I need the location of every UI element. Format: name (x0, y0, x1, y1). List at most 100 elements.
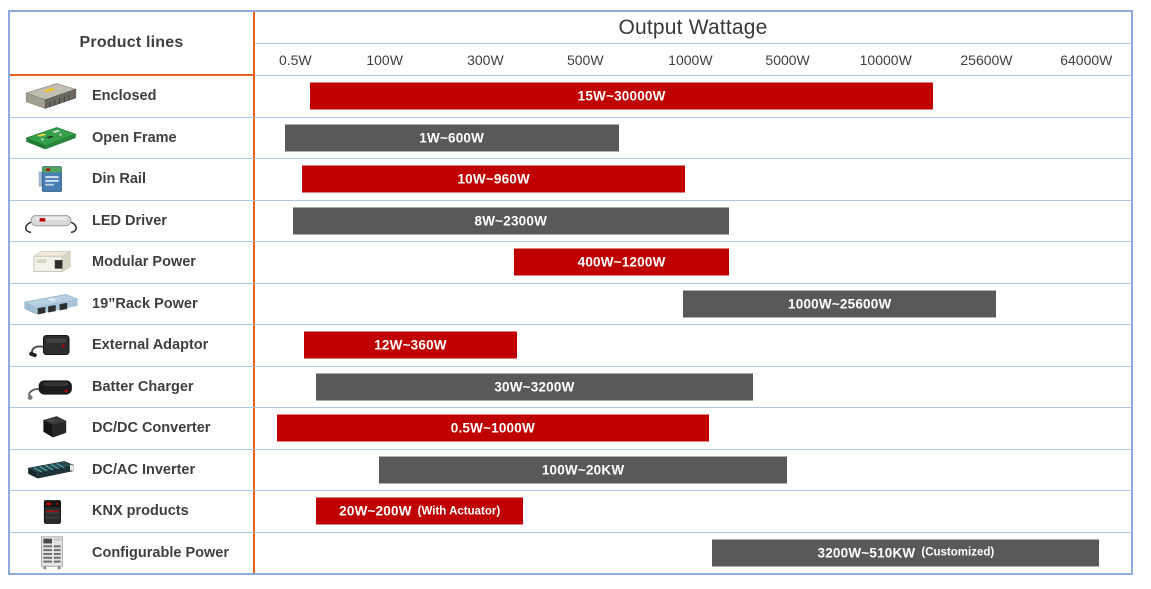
modular-psu-icon (10, 243, 92, 281)
knx-product-icon (10, 492, 92, 530)
product-label: External Adaptor (92, 337, 209, 354)
product-lines-header-cell: Product lines (10, 12, 255, 76)
wattage-range-label: 400W~1200W (577, 254, 666, 270)
wattage-range-label: 1000W~25600W (788, 296, 892, 312)
output-wattage-table: Product lines Output Wattage 0.5W 100W 300… (8, 10, 1133, 575)
bar-cell: 15W~30000W (255, 76, 1131, 117)
wattage-range-bar: 0.5W~1000W (276, 414, 709, 442)
axis-tick-label: 64000W (1060, 51, 1113, 68)
wattage-range-bar: 400W~1200W (514, 248, 729, 276)
table-row: Batter Charger 30W~3200W (10, 366, 1131, 408)
axis-tick-label: 500W (566, 51, 604, 68)
product-label: DC/DC Converter (92, 420, 211, 437)
table-row: LED Driver 8W~2300W (10, 200, 1131, 242)
wattage-range-label: 100W~20KW (541, 462, 625, 478)
product-cell: KNX products (10, 491, 255, 532)
axis-tick-label: 300W (467, 51, 504, 68)
wattage-range-note: (With Actuator) (417, 505, 501, 518)
table-rows: Enclosed 15W~30000W Open Frame 1W~600W Din R… (10, 76, 1131, 573)
table-row: Din Rail 10W~960W (10, 159, 1131, 201)
battery-charger-icon (10, 368, 92, 406)
configurable-psu-icon (10, 533, 92, 573)
bar-cell: 12W~360W (255, 325, 1131, 366)
axis-tick-label: 10000W (859, 51, 912, 68)
axis-tick-label: 5000W (765, 51, 810, 68)
product-cell: Modular Power (10, 242, 255, 283)
product-cell: 19”Rack Power (10, 283, 255, 324)
product-label: 19”Rack Power (92, 295, 198, 312)
axis-tick-row: 0.5W 100W 300W 500W 1000W 5000W 10000W 25600W 64… (255, 44, 1131, 75)
wattage-range-bar: 1W~600W (284, 124, 619, 152)
open-frame-psu-icon (10, 119, 92, 157)
dcdc-converter-icon (10, 409, 92, 447)
bar-cell: 20W~200W (With Actuator) (255, 491, 1131, 532)
wattage-range-bar: 20W~200W (With Actuator) (316, 497, 524, 525)
product-cell: External Adaptor (10, 325, 255, 366)
wattage-range-label: 10W~960W (457, 171, 530, 187)
wattage-range-bar: 3200W~510KW (Customized) (712, 539, 1100, 567)
din-rail-psu-icon (10, 160, 92, 198)
table-row: External Adaptor 12W~360W (10, 325, 1131, 367)
product-label: Configurable Power (92, 544, 229, 561)
table-row: DC/DC Converter 0.5W~1000W (10, 408, 1131, 450)
bar-cell: 3200W~510KW (Customized) (255, 533, 1131, 574)
table-row: KNX products 20W~200W (With Actuator) (10, 491, 1131, 533)
axis-title: Output Wattage (618, 15, 768, 39)
table-header: Product lines Output Wattage 0.5W 100W 300… (10, 12, 1131, 76)
wattage-range-label: 0.5W~1000W (450, 420, 535, 436)
dcac-inverter-icon (10, 451, 92, 489)
product-cell: LED Driver (10, 200, 255, 241)
product-cell: DC/DC Converter (10, 408, 255, 449)
table-row: Enclosed 15W~30000W (10, 76, 1131, 118)
product-cell: Enclosed (10, 76, 255, 117)
wattage-range-bar: 10W~960W (302, 165, 686, 193)
product-label: Din Rail (92, 171, 146, 188)
table-row: Configurable Power 3200W~510KW (Customized… (10, 532, 1131, 574)
external-adaptor-icon (10, 326, 92, 364)
table-row: Modular Power 400W~1200W (10, 242, 1131, 284)
axis-title-cell: Output Wattage (255, 12, 1131, 44)
rack-psu-icon (10, 285, 92, 323)
table-row: DC/AC Inverter 100W~20KW (10, 449, 1131, 491)
bar-cell: 1W~600W (255, 118, 1131, 159)
product-label: Enclosed (92, 88, 157, 105)
wattage-range-bar: 15W~30000W (310, 82, 934, 110)
table-row: 19”Rack Power 1000W~25600W (10, 283, 1131, 325)
wattage-range-bar: 30W~3200W (316, 373, 753, 401)
product-label: Open Frame (92, 129, 177, 146)
bar-cell: 30W~3200W (255, 367, 1131, 408)
product-cell: DC/AC Inverter (10, 449, 255, 490)
product-cell: Batter Charger (10, 366, 255, 407)
wattage-range-label: 12W~360W (374, 337, 447, 353)
bar-cell: 8W~2300W (255, 201, 1131, 242)
enclosed-psu-icon (10, 77, 92, 115)
axis-tick-label: 25600W (960, 51, 1013, 68)
axis-header: Output Wattage 0.5W 100W 300W 500W 1000W 5000… (255, 12, 1131, 76)
bar-cell: 10W~960W (255, 159, 1131, 200)
bar-cell: 400W~1200W (255, 242, 1131, 283)
wattage-range-bar: 1000W~25600W (683, 290, 997, 318)
axis-tick-label: 0.5W (278, 51, 312, 68)
product-label: Batter Charger (92, 378, 194, 395)
led-driver-icon (10, 202, 92, 240)
wattage-range-label: 1W~600W (419, 130, 485, 146)
product-cell: Configurable Power (10, 532, 255, 573)
wattage-range-note: (Customized) (921, 546, 995, 559)
bar-cell: 1000W~25600W (255, 284, 1131, 325)
wattage-range-label: 15W~30000W (577, 88, 666, 104)
product-cell: Open Frame (10, 117, 255, 158)
wattage-range-label: 3200W~510KW (817, 545, 916, 561)
table-row: Open Frame 1W~600W (10, 117, 1131, 159)
product-label: DC/AC Inverter (92, 461, 196, 478)
wattage-range-label: 8W~2300W (474, 213, 548, 229)
product-label: Modular Power (92, 254, 196, 271)
wattage-range-bar: 100W~20KW (379, 456, 787, 484)
product-label: KNX products (92, 503, 189, 520)
bar-cell: 0.5W~1000W (255, 408, 1131, 449)
wattage-range-bar: 8W~2300W (292, 207, 729, 235)
axis-tick-label: 100W (366, 51, 403, 68)
axis-tick-label: 1000W (668, 51, 713, 68)
product-label: LED Driver (92, 212, 167, 229)
wattage-range-bar: 12W~360W (304, 331, 517, 359)
